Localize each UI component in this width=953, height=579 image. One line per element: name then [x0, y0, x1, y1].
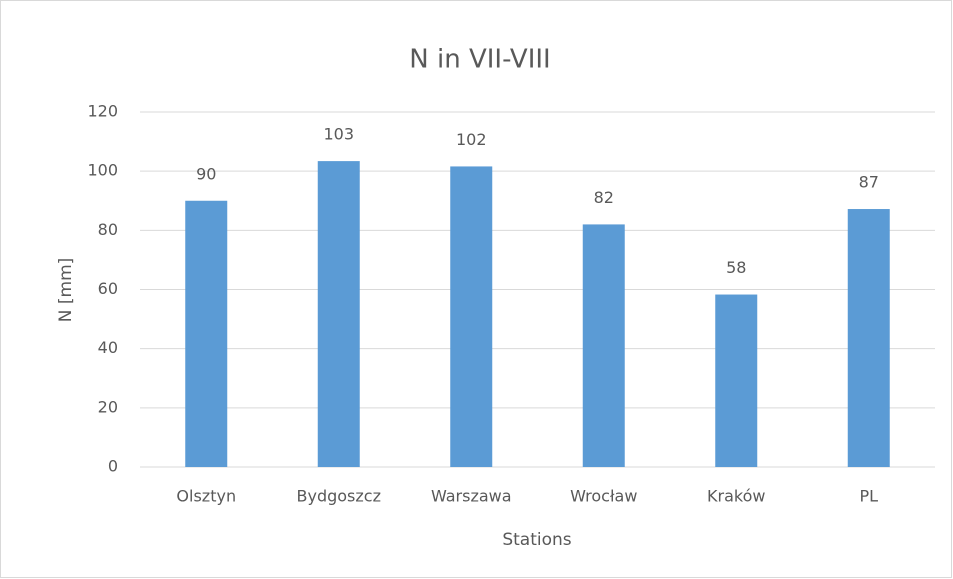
bar: [450, 166, 493, 467]
y-tick-label: 60: [98, 279, 118, 298]
bar: [715, 294, 758, 467]
x-tick-label: Kraków: [707, 487, 765, 506]
y-tick-label: 0: [108, 457, 118, 476]
y-tick-label: 80: [98, 220, 118, 239]
x-tick-label: Bydgoszcz: [297, 487, 381, 506]
data-label: 87: [859, 173, 879, 192]
x-axis-label: Stations: [502, 530, 571, 550]
y-tick-label: 120: [87, 102, 118, 121]
bar: [185, 200, 228, 467]
data-label: 58: [726, 258, 746, 277]
chart-title: N in VII-VIII: [409, 45, 550, 75]
data-label: 102: [456, 130, 487, 149]
x-tick-label: PL: [859, 487, 878, 506]
bar: [317, 161, 360, 467]
x-tick-label: Wrocław: [570, 487, 637, 506]
data-label: 90: [196, 164, 216, 183]
x-tick-label: Olsztyn: [176, 487, 236, 506]
data-label: 103: [323, 125, 354, 144]
y-tick-label: 20: [98, 397, 118, 416]
data-label: 82: [594, 188, 614, 207]
bar: [582, 224, 625, 467]
y-tick-label: 40: [98, 338, 118, 357]
x-tick-label: Warszawa: [431, 487, 512, 506]
y-axis-label: N [mm]: [56, 258, 76, 323]
y-tick-label: 100: [87, 161, 118, 180]
bar: [847, 209, 890, 468]
